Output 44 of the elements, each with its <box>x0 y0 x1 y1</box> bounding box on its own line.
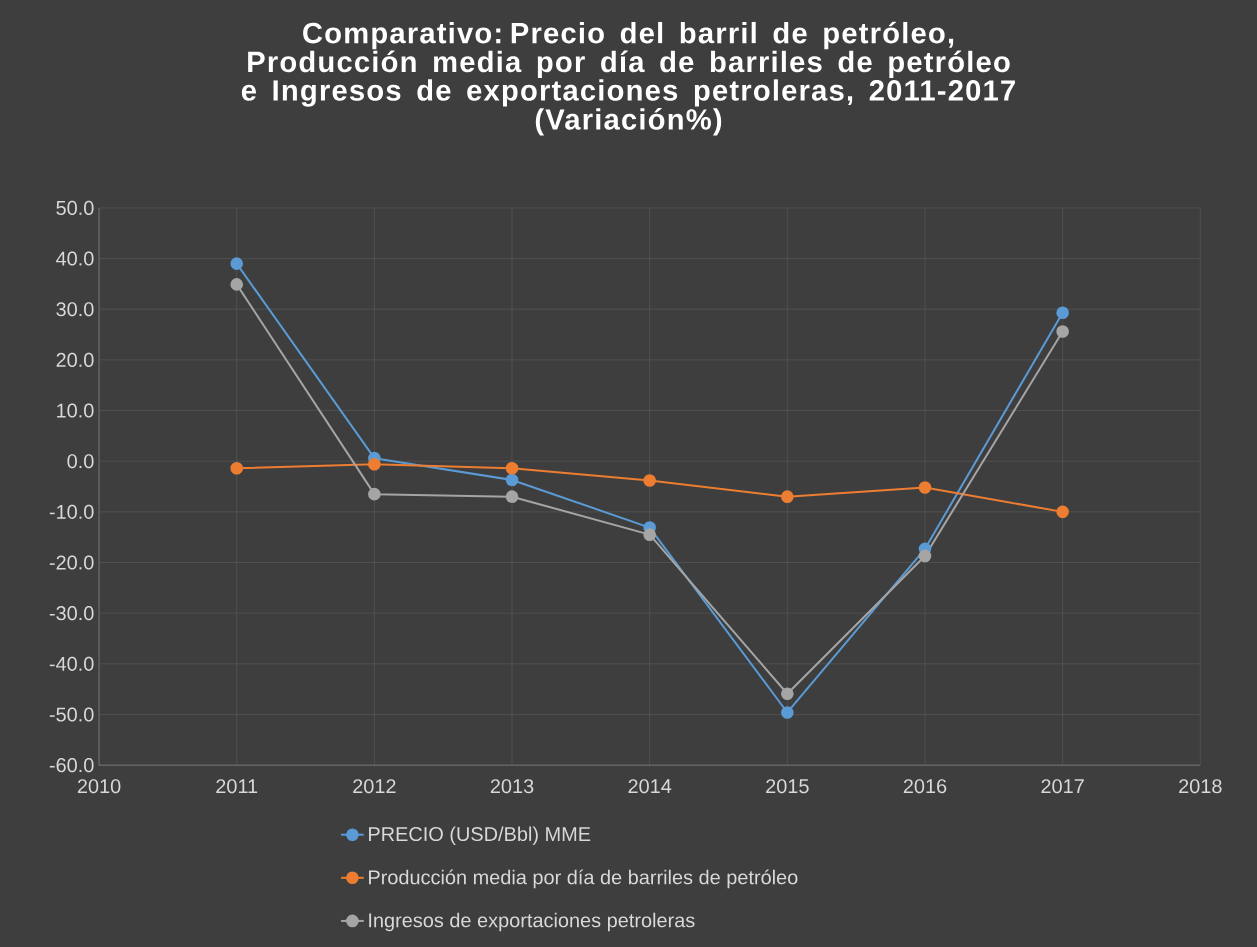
chart-title: Comparativo: Precio del barril de petróleo, Producción media por día de barriles de petróleo e Ingresos de exportaciones petroleras, 2011-2017 <box>241 21 1015 107</box>
x-tick-label: 2017 <box>1041 779 1084 794</box>
point <box>368 487 381 501</box>
point <box>230 278 244 291</box>
point <box>1056 505 1069 519</box>
point <box>505 473 519 487</box>
legend-label: Producción media por día de barriles de petróleo <box>369 869 798 889</box>
point <box>368 457 381 471</box>
chart-subtitle: (Variación%) <box>535 108 722 136</box>
point <box>505 461 519 475</box>
y-tick-label: 30.0 <box>56 302 94 317</box>
x-tick-label: 2015 <box>766 779 809 794</box>
point <box>918 481 932 494</box>
point <box>230 461 244 475</box>
x-tick-label: 2013 <box>490 779 534 794</box>
x-tick-label: 2014 <box>628 779 672 794</box>
point <box>781 490 794 503</box>
y-tick-label: -20.0 <box>49 555 94 570</box>
point <box>781 687 794 701</box>
legend-label: PRECIO (USD/Bbl) MME <box>369 826 591 846</box>
x-tick-label: 2018 <box>1179 779 1222 794</box>
point <box>918 549 932 563</box>
y-tick-label: 50.0 <box>56 200 94 215</box>
y-tick-label: 0.0 <box>67 454 94 469</box>
y-tick-label: -50.0 <box>49 707 94 722</box>
y-tick-label: -30.0 <box>49 606 94 621</box>
point <box>643 474 656 487</box>
y-tick-label: 40.0 <box>56 251 94 266</box>
point <box>1056 325 1069 338</box>
x-tick-label: 2011 <box>216 779 258 794</box>
point <box>643 528 656 541</box>
y-tick-label: 20.0 <box>56 352 94 367</box>
y-tick-label: -60.0 <box>49 758 94 773</box>
point <box>1056 306 1069 320</box>
x-tick-label: 2010 <box>77 779 121 794</box>
legend-label: Ingresos de exportaciones petroleras <box>369 912 695 932</box>
point <box>505 490 519 503</box>
y-tick-label: -10.0 <box>49 504 94 519</box>
y-tick-label: 10.0 <box>57 403 94 418</box>
x-tick-label: 2012 <box>353 779 396 794</box>
y-tick-label: -40.0 <box>49 656 94 671</box>
point <box>230 257 244 270</box>
x-tick-label: 2016 <box>903 779 947 794</box>
point <box>781 706 794 719</box>
